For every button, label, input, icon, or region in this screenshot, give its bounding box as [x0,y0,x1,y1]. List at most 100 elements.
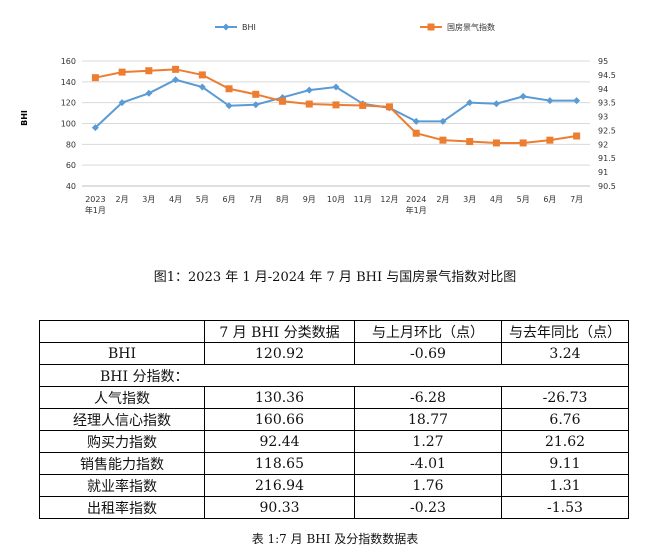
table-cell: 130.36 [204,386,355,409]
axes: 40 60 80 100 120 140 160 90.5 91 91.5 92 92.5 93 93.5… [61,57,616,215]
y-tick-label: 140 [61,78,76,87]
table-cell: 9.11 [501,452,629,475]
x-tick-label: 7月 [249,195,262,204]
chart: 40 60 80 100 120 140 160 90.5 91 91.5 92 92.5 93 93.5… [20,22,616,215]
data-point [225,102,233,110]
data-point [305,100,313,108]
row-label: BHI [39,342,205,365]
y-axis-label: BHI [20,110,29,126]
y2-tick-label: 93 [598,113,608,122]
y2-tick-label: 95 [598,57,608,66]
table-cell: 160.66 [204,408,355,431]
data-point [91,124,99,132]
x-tick-label: 5月 [196,195,209,204]
row-label: 就业率指数 [39,474,205,497]
data-point [91,74,99,82]
table-cell: -6.28 [354,386,502,409]
data-point [145,67,153,75]
row-label: 销售能力指数 [39,452,205,475]
table-cell: 216.94 [204,474,355,497]
table-row: 出租率指数 90.33 -0.23 -1.53 [39,496,629,519]
data-table: 7 月 BHI 分类数据 与上月环比（点） 与去年同比（点） BHI 120.92… [39,320,629,519]
row-label: 人气指数 [39,386,205,409]
y2-tick-label: 94 [598,85,608,94]
table-cell: 6.76 [501,408,629,431]
table-cell: 92.44 [204,430,355,453]
table-row: 人气指数 130.36 -6.28 -26.73 [39,386,629,409]
table-row: BHI 120.92 -0.69 3.24 [39,342,629,365]
table-cell: -26.73 [501,386,629,409]
data-point [359,101,367,109]
x-tick-label: 3月 [142,195,155,204]
figure-caption: 图1：2023 年 1 月-2024 年 7 月 BHI 与国房景气指数对比图 [153,270,517,285]
x-tick-label: 年1月 [406,205,427,215]
data-point [519,92,527,100]
data-point [385,103,393,111]
table-row: BHI 分指数： [39,364,629,387]
y2-tick-label: 92.5 [598,126,616,135]
row-label: 经理人信心指数 [39,408,205,431]
y2-tick-label: 93.5 [598,99,616,108]
table-body: BHI 120.92 -0.69 3.24 BHI 分指数： 人气指数 130.36 -6.2… [39,342,629,519]
table-cell: 21.62 [501,430,629,453]
table-header-row: 7 月 BHI 分类数据 与上月环比（点） 与去年同比（点） [39,320,629,343]
x-tick-label: 6月 [543,195,556,204]
data-point [279,97,287,105]
x-tick-label: 4月 [490,195,503,204]
data-point [546,97,554,105]
legend-label: 国房景气指数 [447,22,495,32]
legend-marker [427,23,435,31]
x-tick-label: 6月 [223,195,236,204]
x-tick-label: 4月 [169,195,182,204]
table-cell: 1.31 [501,474,629,497]
data-point [198,83,206,91]
data-point [466,99,474,107]
table-cell: 120.92 [204,342,355,365]
x-tick-label: 12月 [380,195,398,204]
table-cell: -1.53 [501,496,629,519]
data-point [332,101,340,109]
table-caption: 表 1:7 月 BHI 及分指数数据表 [251,532,419,546]
section-label: BHI 分指数： [39,364,205,387]
table-cell: -0.69 [354,342,502,365]
data-point [573,132,581,140]
header-cell: 7 月 BHI 分类数据 [204,320,355,343]
data-point [145,89,153,97]
x-tick-label: 2月 [116,195,129,204]
table-cell: 1.27 [354,430,502,453]
y-tick-label: 100 [61,120,76,129]
data-point [198,71,206,79]
y2-tick-label: 91.5 [598,154,616,163]
x-tick-label: 9月 [303,195,316,204]
header-cell [39,320,205,343]
data-point [492,100,500,108]
y2-tick-label: 90.5 [598,182,616,191]
table-row: 就业率指数 216.94 1.76 1.31 [39,474,629,497]
table-cell: -0.23 [354,496,502,519]
data-point [332,83,340,91]
data-point [466,138,474,146]
data-point [492,139,500,147]
x-tick-label: 10月 [327,195,345,204]
table-cell: -4.01 [354,452,502,475]
empty-cell [204,364,355,387]
x-tick-label: 8月 [276,195,289,204]
data-point [172,76,180,84]
data-point [439,136,447,144]
data-point [118,68,126,76]
table-row: 经理人信心指数 160.66 18.77 6.76 [39,408,629,431]
x-tick-label: 2024 [406,195,426,204]
y-tick-label: 160 [61,57,76,66]
header-cell: 与上月环比（点） [354,320,502,343]
legend-label: BHI [242,23,256,32]
data-point [519,139,527,147]
empty-cell [501,364,629,387]
data-point [546,136,554,144]
table-cell: 90.33 [204,496,355,519]
data-point [225,85,233,93]
table-row: 购买力指数 92.44 1.27 21.62 [39,430,629,453]
table-cell: 118.65 [204,452,355,475]
grid [82,60,590,187]
y-tick-label: 80 [66,140,76,149]
data-point [118,99,126,107]
